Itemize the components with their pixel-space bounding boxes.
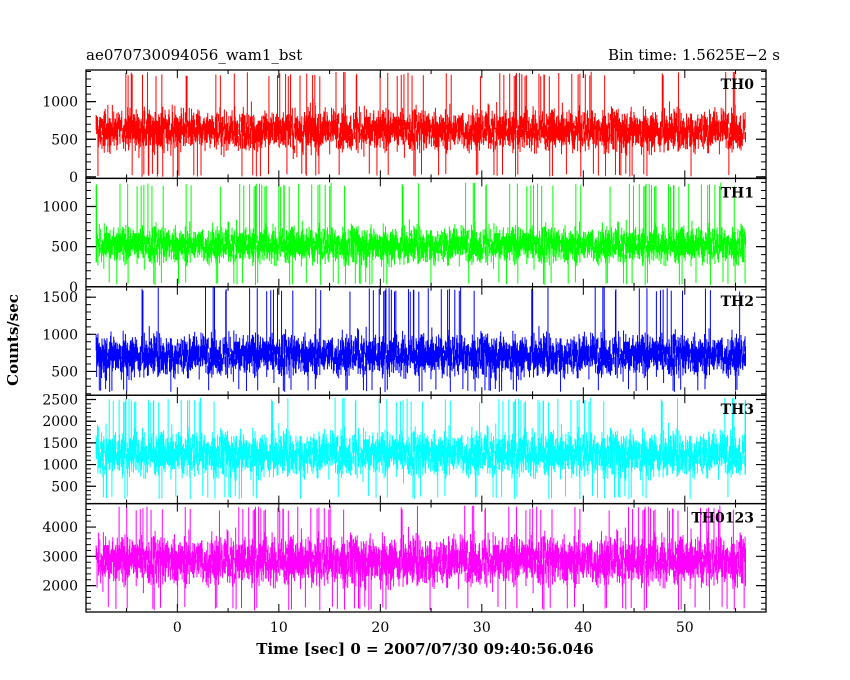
x-tick-label: 20	[371, 620, 389, 636]
panel-th0123-y-tick-label: 3000	[42, 549, 78, 565]
panel-th3-y-tick-label: 1500	[42, 436, 78, 452]
panel-th2-name-label: TH2	[721, 294, 754, 310]
panel-th3-y-tick-label: 2500	[42, 393, 78, 409]
panel-th1-y-tick-label: 500	[51, 240, 78, 256]
panel-th0123-y-tick-label: 2000	[42, 579, 78, 595]
panel-th1-series	[95, 182, 746, 286]
x-tick-label: 40	[574, 620, 592, 636]
panel-th3-y-tick-label: 500	[51, 479, 78, 495]
x-tick-label: 30	[473, 620, 491, 636]
panel-th0-y-tick-label: 0	[69, 170, 78, 186]
panel-th1-y-tick-label: 1000	[42, 200, 78, 216]
panel-th0-y-tick-label: 1000	[42, 95, 78, 111]
chart-title-left: ae070730094056_wam1_bst	[86, 46, 302, 64]
panel-th2-y-tick-label: 1500	[42, 290, 78, 306]
panel-th1-name-label: TH1	[721, 185, 754, 201]
x-tick-label: 50	[676, 620, 694, 636]
panel-th0123-series	[95, 505, 746, 611]
panel-th3-series	[95, 397, 746, 500]
panel-th0-y-tick-label: 500	[51, 132, 78, 148]
panel-th0-series	[95, 71, 746, 177]
panel-th2-y-tick-label: 1000	[42, 327, 78, 343]
chart-title-right: Bin time: 1.5625E−2 s	[608, 46, 780, 64]
y-axis-label: Counts/sec	[4, 294, 22, 386]
panel-th3-y-tick-label: 1000	[42, 458, 78, 474]
panel-th2-y-tick-label: 500	[51, 364, 78, 380]
panel-th3-y-tick-label: 2000	[42, 414, 78, 430]
panel-th3-name-label: TH3	[721, 402, 754, 418]
x-axis-label: Time [sec] 0 = 2007/07/30 09:40:56.046	[256, 640, 593, 658]
panel-th0-name-label: TH0	[721, 77, 755, 93]
panel-th1-y-tick-label: 0	[69, 280, 78, 296]
panel-th0123-y-tick-label: 4000	[42, 520, 78, 536]
x-tick-label: 0	[173, 620, 182, 636]
panel-th0123-name-label: TH0123	[691, 511, 754, 527]
x-tick-label: 10	[270, 620, 288, 636]
panel-th0123-frame	[85, 502, 767, 613]
panel-th2-series	[95, 287, 746, 393]
